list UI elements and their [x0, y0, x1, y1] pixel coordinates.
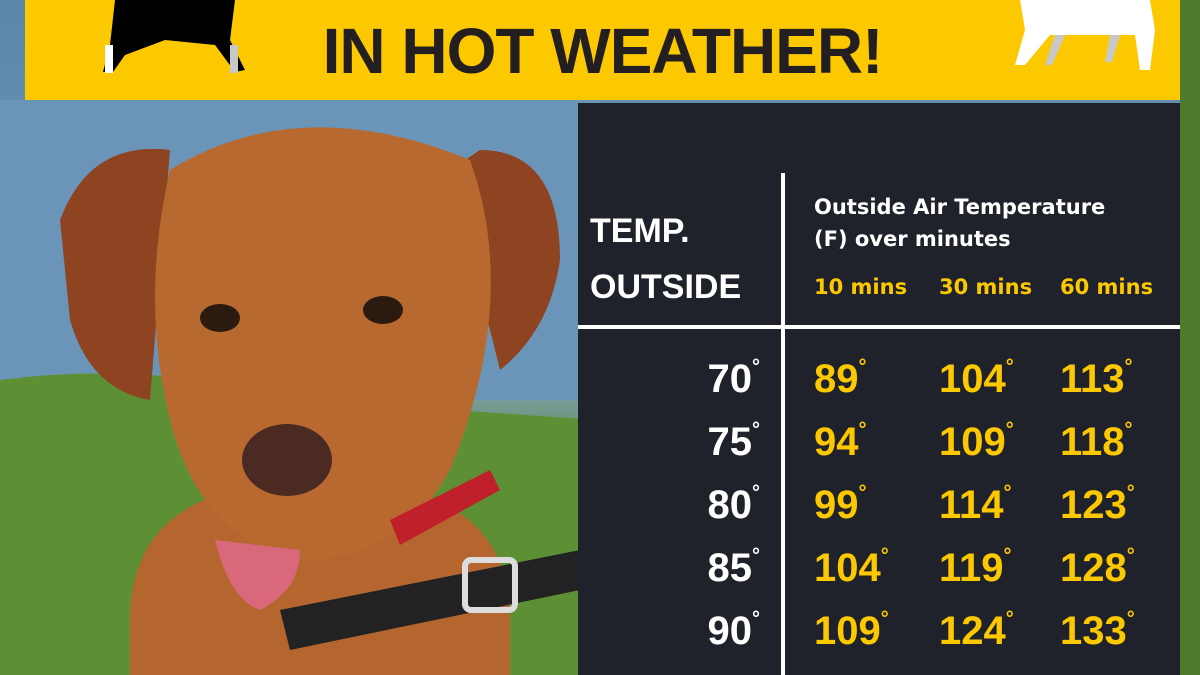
degree-symbol: ° [1003, 545, 1012, 567]
title-banner: IN HOT WEATHER! [25, 0, 1180, 100]
cell-value: 118 [1060, 420, 1125, 464]
cell-value: 114 [939, 483, 1004, 527]
degree-symbol: ° [1005, 419, 1014, 441]
degree-symbol: ° [880, 545, 889, 567]
table-cell: 99° [814, 481, 867, 529]
degree-symbol: ° [1005, 608, 1014, 630]
column-header-60: 60 mins [1060, 275, 1154, 299]
degree-symbol: ° [1126, 545, 1135, 567]
cell-value: 113 [1060, 357, 1125, 401]
cell-value: 99 [814, 483, 859, 527]
degree-symbol: ° [1124, 356, 1133, 378]
table-cell: 70° [708, 355, 761, 403]
cell-value: 124 [939, 609, 1006, 653]
cell-value: 104 [939, 357, 1006, 401]
table-row: 75° 94° 109° 118° [578, 418, 1180, 480]
degree-symbol: ° [1126, 482, 1135, 504]
column-header-10: 10 mins [814, 275, 908, 299]
table-cell: 133° [1060, 607, 1135, 655]
table-cell: 123° [1060, 481, 1135, 529]
header-line: Outside Air Temperature [814, 195, 1106, 219]
cell-value: 109 [814, 609, 881, 653]
white-dog-silhouette-icon [1015, 0, 1155, 70]
table-cell: 114° [939, 481, 1012, 529]
table-cell: 109° [939, 418, 1014, 466]
column-divider [781, 173, 785, 675]
degree-symbol: ° [752, 545, 760, 567]
degree-symbol: ° [1005, 356, 1014, 378]
table-cell: 80° [708, 481, 761, 529]
degree-symbol: ° [858, 356, 867, 378]
degree-symbol: ° [752, 356, 760, 378]
table-row: 70° 89° 104° 113° [578, 355, 1180, 417]
table-cell: 109° [814, 607, 889, 655]
degree-symbol: ° [1124, 419, 1133, 441]
cell-value: 80 [707, 483, 753, 527]
table-row: 85° 104° 119° 128° [578, 544, 1180, 606]
table-cell: 128° [1060, 544, 1135, 592]
table-cell: 104° [814, 544, 889, 592]
cell-value: 89 [814, 357, 859, 401]
cell-value: 109 [939, 420, 1006, 464]
degree-symbol: ° [1126, 608, 1135, 630]
cell-value: 94 [814, 420, 859, 464]
degree-symbol: ° [880, 608, 889, 630]
cell-value: 133 [1060, 609, 1127, 653]
header-divider [578, 325, 1180, 329]
degree-symbol: ° [752, 608, 760, 630]
header-line: (F) over minutes [814, 227, 1011, 251]
degree-symbol: ° [752, 419, 760, 441]
black-dog-silhouette-icon [103, 0, 245, 73]
degree-symbol: ° [1003, 482, 1012, 504]
cell-value: 123 [1060, 483, 1127, 527]
table-cell: 113° [1060, 355, 1133, 403]
table-cell: 118° [1060, 418, 1133, 466]
column-header-30: 30 mins [939, 275, 1033, 299]
header-line: TEMP. [590, 212, 690, 250]
cell-value: 90 [707, 609, 753, 653]
cell-value: 104 [814, 546, 881, 590]
table-row: 90° 109° 124° 133° [578, 607, 1180, 669]
header-line: OUTSIDE [590, 268, 742, 306]
banner-title: IN HOT WEATHER! [322, 15, 884, 87]
table-cell: 75° [708, 418, 761, 466]
cell-value: 70 [707, 357, 753, 401]
cell-value: 75 [707, 420, 753, 464]
cell-value: 119 [939, 546, 1004, 590]
degree-symbol: ° [752, 482, 760, 504]
table-cell: 85° [708, 544, 761, 592]
air-temperature-header: Outside Air Temperature (F) over minutes [814, 191, 1105, 255]
table-cell: 119° [939, 544, 1012, 592]
table-cell: 94° [814, 418, 867, 466]
table-row: 80° 99° 114° 123° [578, 481, 1180, 543]
degree-symbol: ° [858, 419, 867, 441]
cell-value: 128 [1060, 546, 1127, 590]
table-cell: 89° [814, 355, 867, 403]
table-cell: 104° [939, 355, 1014, 403]
table-cell: 90° [708, 607, 761, 655]
temp-outside-header: TEMP. OUTSIDE [590, 203, 741, 315]
table-cell: 124° [939, 607, 1014, 655]
degree-symbol: ° [858, 482, 867, 504]
cell-value: 85 [707, 546, 753, 590]
temperature-table: TEMP. OUTSIDE Outside Air Temperature (F… [578, 103, 1180, 675]
